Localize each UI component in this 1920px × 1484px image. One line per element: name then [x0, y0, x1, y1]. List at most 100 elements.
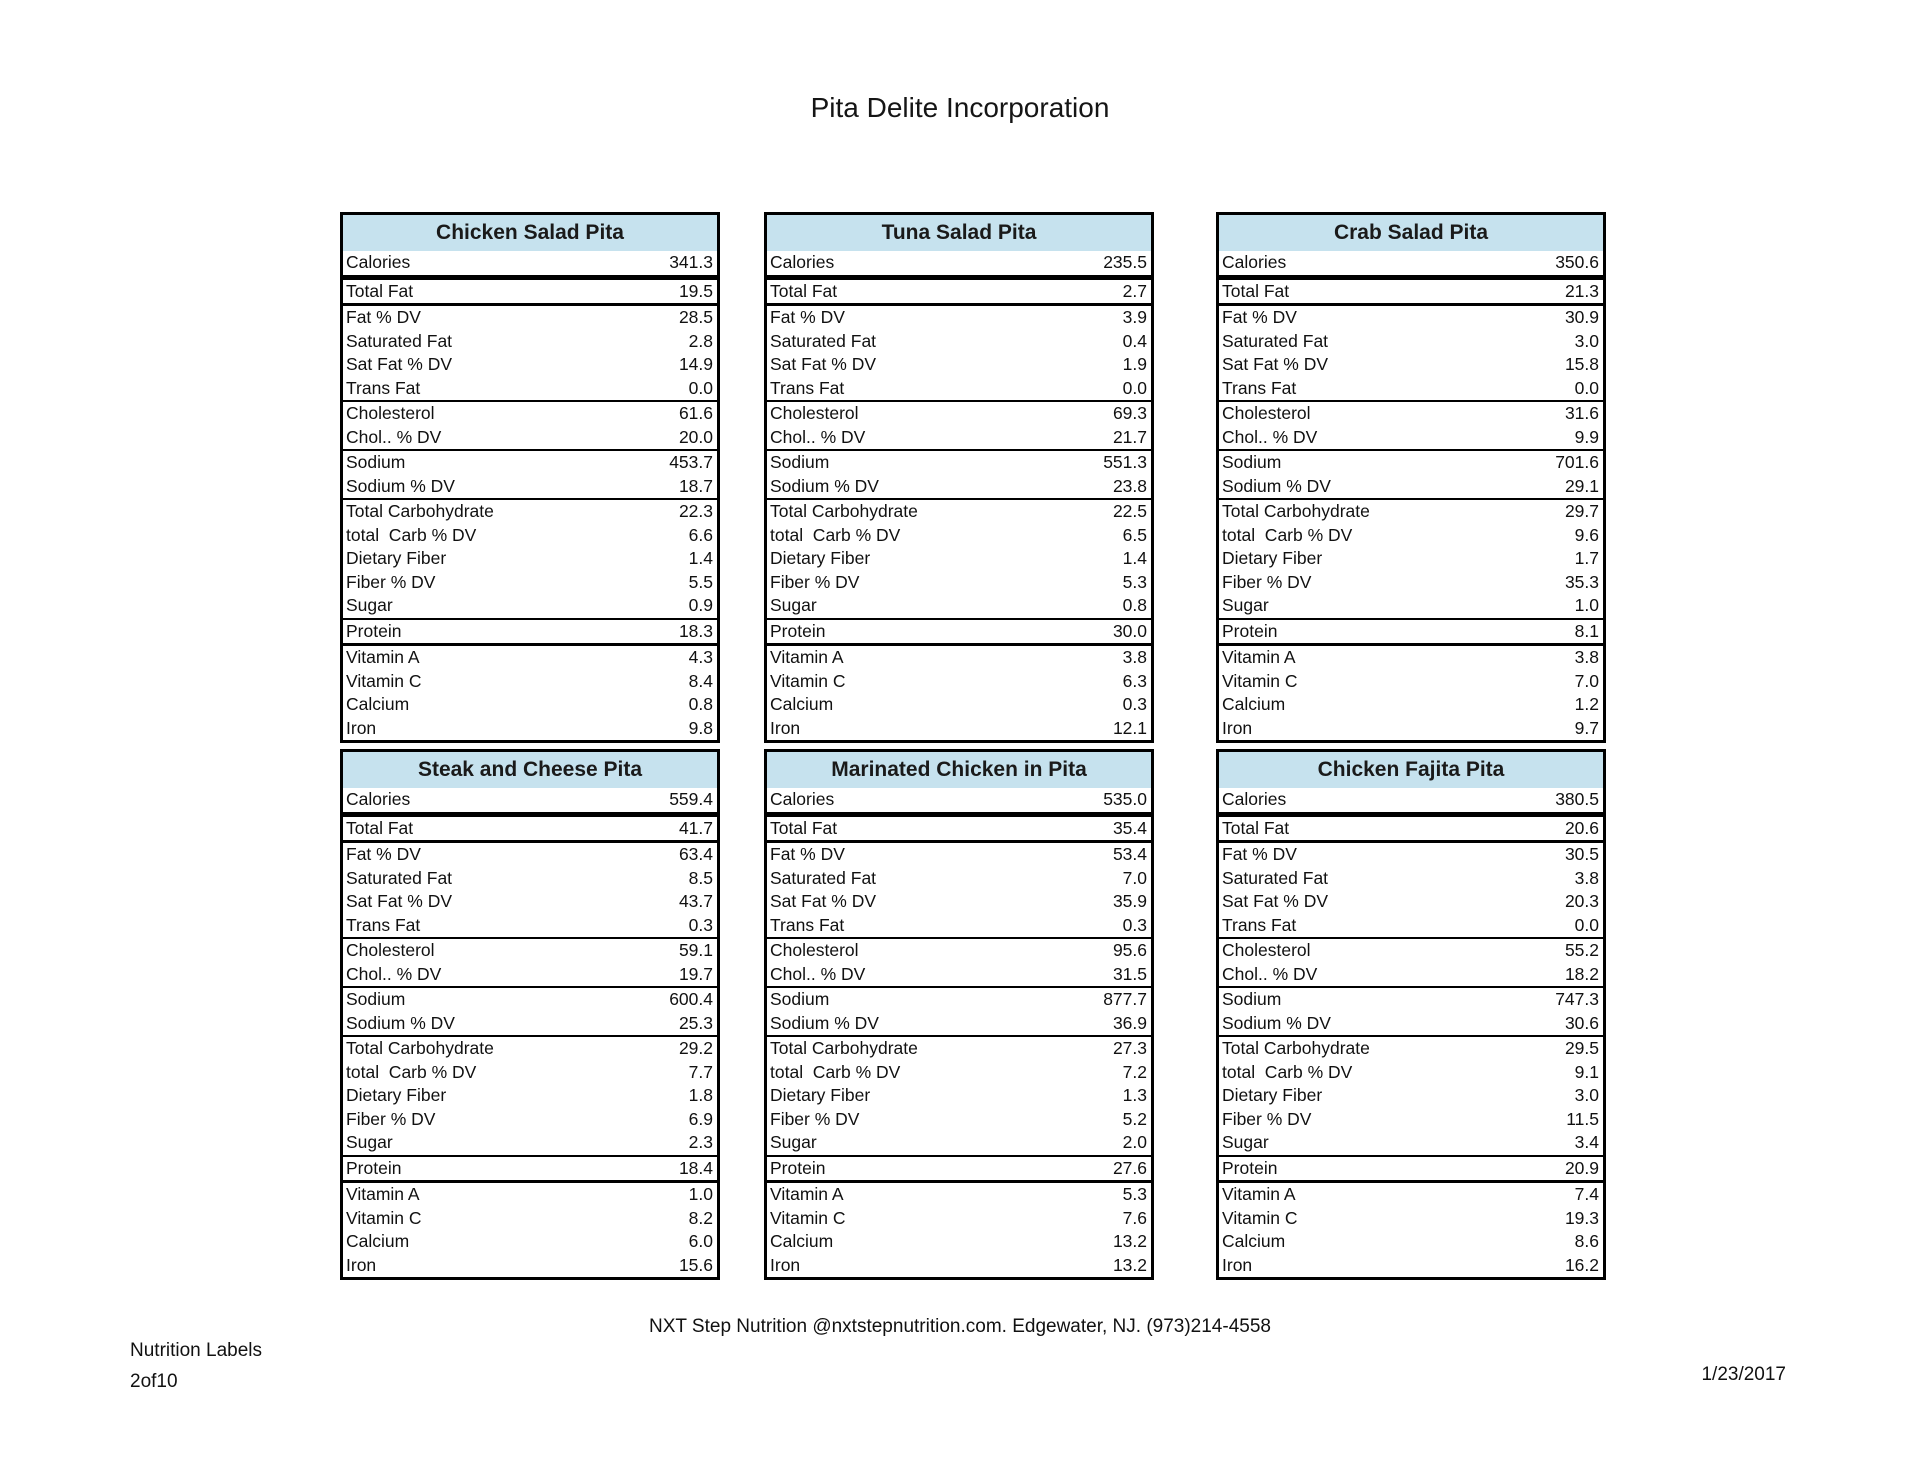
row-label: Calcium [346, 1231, 410, 1251]
row-label: Fiber % DV [346, 1108, 436, 1129]
row-value: 1.9 [1122, 354, 1147, 374]
row-label: Total Carbohydrate [346, 1038, 494, 1058]
row-label: Total Fat [770, 817, 838, 838]
table-row: total Carb % DV 7.7 [343, 1061, 717, 1085]
row-label: Sat Fat % DV [346, 354, 453, 374]
row-label: Cholesterol [346, 940, 435, 960]
row-label: Fiber % DV [770, 571, 860, 592]
table-row: Dietary Fiber 3.0 [1219, 1084, 1603, 1108]
row-value: 551.3 [1103, 452, 1147, 472]
row-value: 7.0 [1122, 867, 1147, 888]
table-title: Marinated Chicken in Pita [767, 752, 1151, 788]
table-row: Sodium 551.3 [767, 451, 1151, 475]
table-row: Total Fat 41.7 [343, 817, 717, 843]
table-row: Total Carbohydrate 29.2 [343, 1037, 717, 1061]
table-row: Vitamin C 7.6 [767, 1207, 1151, 1231]
row-label: Dietary Fiber [770, 548, 871, 568]
row-value: 18.3 [678, 620, 713, 641]
table-row: Calcium 6.0 [343, 1230, 717, 1254]
table-row: total Carb % DV 9.1 [1219, 1061, 1603, 1085]
table-row: Iron 16.2 [1219, 1254, 1603, 1278]
row-value: 235.5 [1103, 252, 1147, 272]
table-row: Protein 20.9 [1219, 1157, 1603, 1183]
table-row: Vitamin C 19.3 [1219, 1207, 1603, 1231]
row-label: Vitamin A [1222, 1184, 1296, 1204]
table-row: Cholesterol 59.1 [343, 939, 717, 963]
table-row: Sodium % DV 18.7 [343, 475, 717, 500]
row-value: 9.6 [1574, 524, 1599, 545]
table-row: Cholesterol 61.6 [343, 402, 717, 426]
row-value: 0.3 [688, 914, 713, 935]
table-row: Sat Fat % DV 15.8 [1219, 353, 1603, 377]
row-label: Fat % DV [346, 307, 421, 327]
table-row: total Carb % DV 6.5 [767, 524, 1151, 548]
row-label: Calories [770, 252, 835, 272]
row-value: 6.9 [688, 1108, 713, 1129]
row-value: 0.0 [1574, 914, 1599, 935]
row-label: Total Fat [1222, 280, 1290, 301]
table-row: Protein 18.4 [343, 1157, 717, 1183]
row-value: 8.5 [688, 867, 713, 888]
row-value: 22.5 [1112, 501, 1147, 521]
row-value: 1.0 [1574, 595, 1599, 615]
row-label: Calcium [770, 694, 834, 714]
row-label: Saturated Fat [1222, 330, 1329, 351]
row-value: 701.6 [1555, 452, 1599, 472]
row-value: 20.6 [1564, 817, 1599, 838]
row-value: 30.0 [1112, 620, 1147, 641]
row-label: Calories [1222, 789, 1287, 809]
row-label: Iron [346, 1254, 377, 1275]
table-row: Dietary Fiber 1.8 [343, 1084, 717, 1108]
table-row: Total Fat 21.3 [1219, 280, 1603, 306]
row-value: 9.7 [1574, 717, 1599, 738]
table-row: Sugar 0.9 [343, 594, 717, 620]
row-value: 535.0 [1103, 789, 1147, 809]
row-value: 9.1 [1574, 1061, 1599, 1082]
row-label: Chol.. % DV [1222, 426, 1318, 447]
row-label: Calories [1222, 252, 1287, 272]
row-value: 30.6 [1564, 1012, 1599, 1033]
row-label: Vitamin A [770, 647, 844, 667]
row-value: 12.1 [1112, 717, 1147, 738]
row-value: 19.5 [678, 280, 713, 301]
row-value: 559.4 [669, 789, 713, 809]
row-value: 22.3 [678, 501, 713, 521]
row-label: Trans Fat [770, 914, 845, 935]
footer-contact-line: NXT Step Nutrition @nxtstepnutrition.com… [649, 1316, 1271, 1337]
row-label: Total Carbohydrate [770, 1038, 918, 1058]
table-row: Fat % DV 3.9 [767, 306, 1151, 330]
table-title: Steak and Cheese Pita [343, 752, 717, 788]
row-value: 6.5 [1122, 524, 1147, 545]
row-value: 29.5 [1564, 1038, 1599, 1058]
row-value: 2.0 [1122, 1132, 1147, 1152]
table-row: Calories 350.6 [1219, 251, 1603, 280]
table-row: Calcium 0.8 [343, 693, 717, 717]
row-value: 14.9 [678, 354, 713, 374]
row-label: Vitamin A [1222, 647, 1296, 667]
row-label: Sodium % DV [1222, 475, 1331, 496]
row-label: Sugar [346, 1132, 393, 1152]
table-row: Saturated Fat 0.4 [767, 330, 1151, 354]
row-label: Fiber % DV [346, 571, 436, 592]
row-value: 7.2 [1122, 1061, 1147, 1082]
row-label: Calcium [770, 1231, 834, 1251]
table-row: Calcium 8.6 [1219, 1230, 1603, 1254]
table-row: Total Fat 35.4 [767, 817, 1151, 843]
row-label: total Carb % DV [346, 1061, 477, 1082]
row-value: 19.3 [1564, 1207, 1599, 1228]
row-value: 35.4 [1112, 817, 1147, 838]
table-row: Iron 12.1 [767, 717, 1151, 741]
row-label: Sodium [770, 989, 830, 1009]
row-value: 19.7 [678, 963, 713, 984]
table-row: Fat % DV 28.5 [343, 306, 717, 330]
row-label: Sugar [770, 595, 817, 615]
row-label: Protein [770, 1157, 826, 1178]
row-value: 9.8 [688, 717, 713, 738]
row-label: Vitamin C [346, 670, 422, 691]
row-value: 877.7 [1103, 989, 1147, 1009]
table-row: Vitamin C 7.0 [1219, 670, 1603, 694]
row-value: 453.7 [669, 452, 713, 472]
table-row: Fat % DV 30.9 [1219, 306, 1603, 330]
row-value: 27.3 [1112, 1038, 1147, 1058]
row-label: Dietary Fiber [346, 548, 447, 568]
